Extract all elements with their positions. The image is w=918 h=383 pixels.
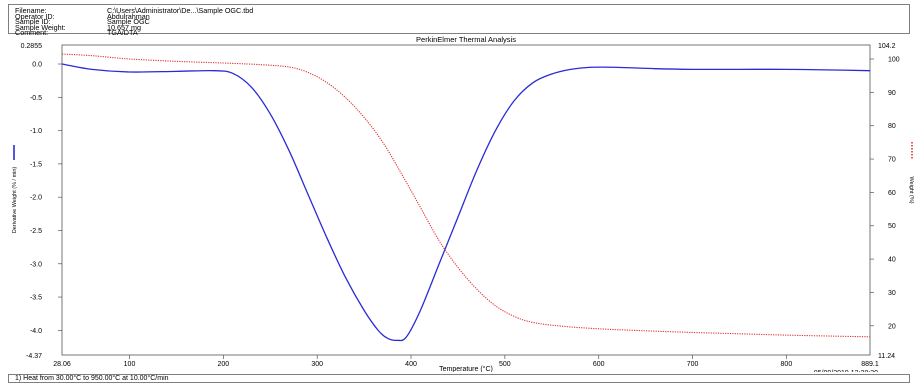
- y-right-tick-label: 70: [888, 157, 896, 164]
- timestamp: 05/09/2019 12:28:30: [814, 370, 878, 372]
- y-right-tick-label: 90: [888, 90, 896, 97]
- y-left-tick-label: -2.0: [30, 195, 42, 202]
- info-row-filename: Filename: C:\Users\Administrator\De...\Sa…: [15, 7, 253, 14]
- y-right-tick-label: 40: [888, 257, 896, 264]
- x-tick-label: 800: [781, 361, 793, 368]
- info-value: 10.657 mg: [107, 22, 141, 32]
- x-tick-label: 400: [405, 361, 417, 368]
- y-right-label-top: 104.2: [878, 43, 896, 50]
- x-tick-label: 600: [593, 361, 605, 368]
- chart-title: PerkinElmer Thermal Analysis: [416, 35, 516, 44]
- info-label: Sample Weight:: [15, 22, 66, 32]
- info-label: Sample ID:: [15, 17, 51, 26]
- y-left-tick-label: -2.5: [30, 228, 42, 235]
- plot-frame: [61, 44, 871, 356]
- x-tick-label-end: 889.1: [861, 361, 879, 368]
- y-left-axis-label: Derivative Weight (% / min): [12, 167, 18, 234]
- y-right-tick-label: 80: [888, 123, 896, 130]
- y-left-tick-label: 0.0: [32, 62, 42, 69]
- y-left-label-bottom: -4.37: [26, 353, 42, 360]
- y-right-axis-label: Weight (%): [908, 176, 914, 203]
- x-axis-label: Temperature (°C): [439, 365, 493, 372]
- x-tick-label: 700: [687, 361, 699, 368]
- info-value: TGA/DTA: [107, 28, 138, 37]
- sample-info-box: Filename: C:\Users\Administrator\De...\Sa…: [8, 4, 910, 36]
- method-text: 1) Heat from 30.00°C to 950.00°C at 10.0…: [15, 375, 169, 382]
- y-left-label-top: 0.2855: [21, 43, 43, 50]
- y-right-tick-label: 20: [888, 323, 896, 330]
- y-left-tick-label: -1.5: [30, 161, 42, 168]
- y-left-tick-label: -4.0: [30, 328, 42, 335]
- info-value: C:\Users\Administrator\De...\Sample OGC.…: [107, 6, 254, 15]
- info-label: Operator ID:: [15, 11, 55, 21]
- info-value: Sample OGC: [107, 17, 150, 26]
- info-value: Abdulrahman: [107, 11, 150, 21]
- x-tick-label: 100: [124, 361, 136, 368]
- x-tick-label-start: 28.06: [53, 361, 71, 368]
- series-line-derivative-weight: [61, 63, 871, 342]
- x-tick-label: 300: [311, 361, 323, 368]
- info-row-operator: Operator ID: Abdulrahman: [15, 11, 150, 21]
- y-right-tick-label: 50: [888, 223, 896, 230]
- info-label: Comment:: [15, 28, 49, 37]
- x-tick-label: 200: [218, 361, 230, 368]
- y-left-tick-label: -3.0: [30, 261, 42, 268]
- y-right-tick-label: 100: [888, 57, 900, 64]
- info-row-sample-weight: Sample Weight: 10.657 mg: [15, 22, 141, 32]
- info-row-sample-id: Sample ID: Sample OGC: [15, 18, 150, 25]
- info-row-comment: Comment: TGA/DTA: [15, 29, 138, 36]
- y-right-tick-label: 30: [888, 290, 896, 297]
- y-left-tick-label: -0.5: [30, 95, 42, 102]
- x-tick-label: 500: [499, 361, 511, 368]
- y-left-tick-label: -1.0: [30, 128, 42, 135]
- info-label: Filename:: [15, 6, 47, 15]
- y-right-label-bottom: 11.24: [878, 353, 895, 360]
- y-right-tick-label: 60: [888, 190, 896, 197]
- y-left-tick-label: -3.5: [30, 295, 42, 302]
